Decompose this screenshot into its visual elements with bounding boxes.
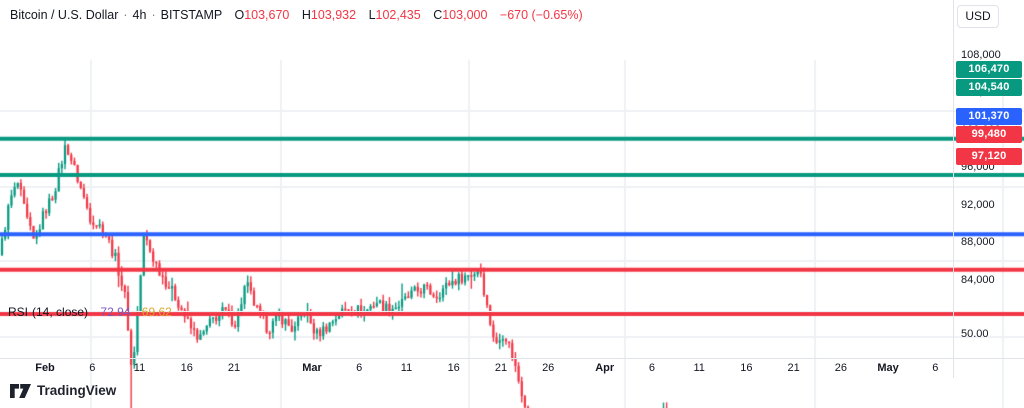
time-axis-label: Apr — [595, 362, 615, 374]
time-axis-label: Mar — [302, 362, 322, 374]
close-value: 103,000 — [442, 8, 488, 22]
legend-separator: · — [151, 8, 156, 22]
time-axis-label: 26 — [834, 362, 848, 374]
open-label: O — [234, 8, 245, 22]
price-axis-label: 92,000 — [961, 198, 995, 211]
price-level-badge: 99,480 — [956, 126, 1022, 144]
time-axis-separator — [0, 358, 1024, 359]
pane-separator[interactable] — [0, 311, 953, 312]
time-axis-label: 26 — [542, 362, 555, 374]
price-level-badge: 106,470 — [956, 60, 1022, 78]
price-axis[interactable]: 108,000104,000100,00096,00092,00088,0008… — [953, 0, 1024, 378]
legend-separator: · — [123, 8, 128, 22]
time-axis-label: 21 — [494, 362, 508, 374]
time-axis-label: May — [877, 362, 899, 374]
change-value: −670 (−0.65%) — [499, 8, 583, 22]
price-level-badge: 101,370 — [956, 108, 1022, 126]
symbol-legend: Bitcoin / U.S. Dollar · 4h · BITSTAMP O103,6… — [10, 8, 583, 22]
time-axis-label: 6 — [356, 362, 363, 374]
rsi-params: (14, close) — [32, 305, 89, 319]
high-value: 103,932 — [310, 8, 357, 22]
time-axis-label: 16 — [740, 362, 753, 374]
interval-label[interactable]: 4h — [132, 8, 147, 22]
rsi-ma-value: 69.62 — [141, 305, 172, 319]
price-level-badge: 97,120 — [956, 148, 1022, 166]
rsi-legend: RSI (14, close) 72.94 69.62 — [8, 305, 172, 319]
low-value: 102,435 — [375, 8, 421, 22]
time-axis-label: 6 — [932, 362, 939, 374]
tradingview-attribution[interactable]: TradingView — [10, 383, 116, 398]
tradingview-brand-text: TradingView — [37, 383, 117, 398]
close-label: C — [433, 8, 443, 22]
open-value: 103,670 — [244, 8, 290, 22]
price-axis-label: 50.00 — [961, 327, 989, 340]
time-axis-label: Feb — [35, 362, 55, 374]
time-axis-label: 6 — [89, 362, 96, 374]
time-axis-label: 11 — [133, 362, 146, 374]
time-axis-label: 11 — [400, 362, 413, 374]
rsi-title[interactable]: RSI — [8, 305, 29, 319]
price-axis-label: 84,000 — [961, 273, 995, 286]
currency-toggle-button[interactable]: USD — [957, 5, 999, 28]
time-axis-label: 16 — [180, 362, 193, 374]
time-axis-label: 16 — [447, 362, 460, 374]
time-axis[interactable]: Feb 6 11 16 21 Mar 6 11 16 21 26 Apr 6 11 16 21 26 May 6 — [0, 358, 953, 378]
price-level-badge: 104,540 — [956, 78, 1022, 96]
price-axis-label: 108,000 — [961, 48, 1001, 61]
price-axis-label: 88,000 — [961, 236, 995, 248]
high-label: H — [301, 8, 311, 22]
time-axis-label: 21 — [787, 362, 800, 374]
tradingview-logo-icon — [10, 383, 31, 398]
symbol-title[interactable]: Bitcoin / U.S. Dollar — [10, 8, 119, 22]
low-label: L — [368, 8, 376, 22]
rsi-value: 72.94 — [100, 305, 131, 319]
time-axis-label: 11 — [693, 362, 705, 374]
time-axis-label: 21 — [227, 362, 241, 374]
exchange-label[interactable]: BITSTAMP — [160, 8, 222, 22]
price-axis-separator — [953, 0, 954, 378]
time-axis-label: 6 — [648, 362, 655, 374]
